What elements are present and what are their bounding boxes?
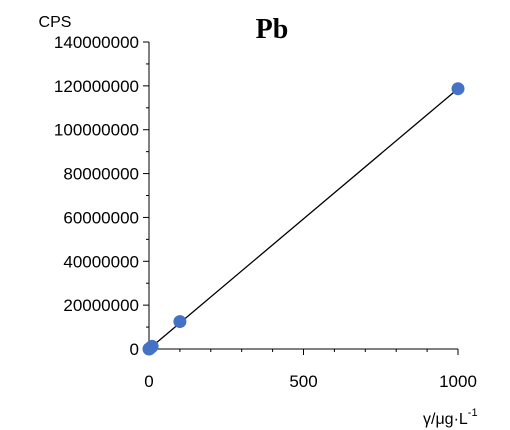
- x-axis-exponent: -1: [468, 407, 478, 419]
- y-tick-label: 40000000: [63, 252, 139, 271]
- x-axis-symbol: γ: [423, 411, 431, 428]
- trendline: [148, 88, 459, 350]
- y-tick-label: 60000000: [63, 208, 139, 227]
- y-tick-label: 100000000: [54, 121, 139, 140]
- x-axis-title: γ/μg·L-1: [423, 407, 478, 428]
- y-tick-label: 120000000: [54, 77, 139, 96]
- data-point: [145, 339, 159, 353]
- data-points: [142, 82, 465, 356]
- y-tick-label: 20000000: [63, 296, 139, 315]
- data-point: [173, 315, 187, 329]
- y-tick-label: 0: [130, 340, 139, 359]
- x-tick-label: 500: [289, 372, 317, 391]
- axes: [143, 41, 459, 355]
- data-point: [451, 82, 465, 96]
- trendline-group: [148, 88, 459, 350]
- x-axis-unit: μg·L: [435, 411, 467, 428]
- y-tick-label: 140000000: [54, 33, 139, 52]
- x-axis-separator: /: [431, 411, 436, 428]
- y-tick-label: 80000000: [63, 165, 139, 184]
- x-tick-label: 1000: [439, 372, 477, 391]
- x-tick-label: 0: [144, 372, 153, 391]
- labels: 0 20000000 40000000 60000000 80000000 1000000…: [54, 33, 477, 391]
- y-axis-title: CPS: [39, 14, 72, 31]
- chart-title: Pb: [256, 14, 289, 45]
